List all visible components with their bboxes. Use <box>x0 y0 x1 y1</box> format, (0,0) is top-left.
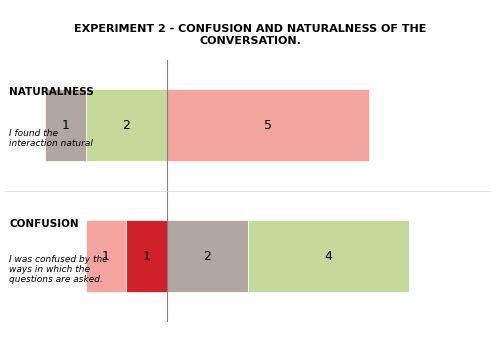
Text: 1: 1 <box>102 250 110 263</box>
Text: 4: 4 <box>324 250 332 263</box>
Bar <box>166 89 369 161</box>
Text: 1: 1 <box>142 250 150 263</box>
Text: 5: 5 <box>264 119 272 132</box>
Bar <box>46 89 86 161</box>
Text: EXPERIMENT 2 - CONFUSION AND NATURALNESS OF THE
CONVERSATION.: EXPERIMENT 2 - CONFUSION AND NATURALNESS… <box>74 25 426 46</box>
Text: NATURALNESS: NATURALNESS <box>9 87 94 97</box>
Legend: Strongly Agree, Agree, Neutral, Disagree, Strongly Disagree: Strongly Agree, Agree, Neutral, Disagree… <box>142 276 430 285</box>
Text: CONFUSION: CONFUSION <box>9 218 78 229</box>
Bar <box>86 220 126 293</box>
Text: 2: 2 <box>122 119 130 132</box>
Text: 2: 2 <box>203 250 211 263</box>
Bar <box>248 220 409 293</box>
Bar <box>86 89 166 161</box>
Bar <box>126 220 166 293</box>
Text: 1: 1 <box>62 119 70 132</box>
Text: I found the
interaction natural: I found the interaction natural <box>9 128 93 148</box>
Bar <box>166 220 248 293</box>
Text: I was confused by the
ways in which the
questions are asked.: I was confused by the ways in which the … <box>9 254 108 285</box>
